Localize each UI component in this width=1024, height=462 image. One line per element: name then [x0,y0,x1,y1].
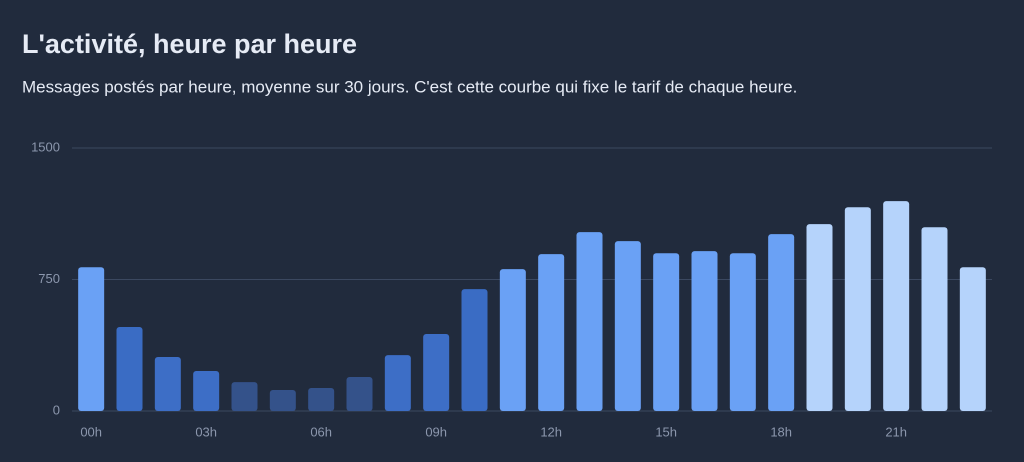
x-tick-label: 12h [540,424,562,439]
y-tick-label: 1500 [31,139,60,154]
bar [384,355,411,411]
bar [653,253,680,411]
bar [231,382,258,411]
bar [806,224,833,411]
y-tick-label: 750 [38,271,60,286]
y-tick-label: 0 [53,402,60,417]
bar [116,327,143,411]
bar [346,376,373,411]
x-tick-label: 15h [655,424,677,439]
chart-title: L'activité, heure par heure [22,29,357,59]
bar [78,267,105,411]
bar [499,269,526,411]
bar [193,371,220,411]
bar [691,251,718,411]
bar [768,234,795,411]
bar [308,388,335,411]
bar [538,254,565,411]
bar [423,334,450,411]
x-tick-label: 18h [770,424,792,439]
bar [269,389,296,411]
bar [461,289,488,411]
bar [921,227,948,411]
x-tick-label: 03h [195,424,217,439]
bar [576,232,603,411]
x-tick-label: 09h [425,424,447,439]
chart-subtitle: Messages postés par heure, moyenne sur 3… [22,77,797,96]
bar [614,241,641,411]
x-tick-label: 06h [310,424,332,439]
bar [154,356,181,411]
bar [844,207,871,411]
x-tick-label: 00h [80,424,102,439]
x-tick-label: 21h [885,424,907,439]
bar [959,267,986,411]
bar [883,201,910,411]
bar [729,253,756,411]
